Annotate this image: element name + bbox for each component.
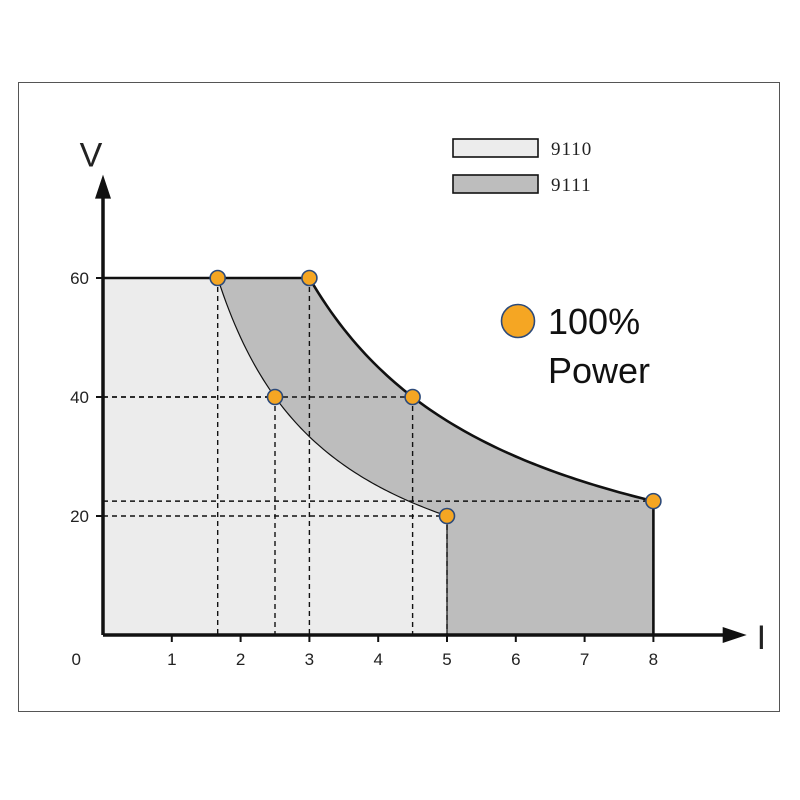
origin-label: 0	[72, 650, 81, 669]
area-series-9110	[103, 278, 447, 635]
x-tick-label-6: 6	[511, 650, 520, 669]
power-point-9110-0	[209, 269, 226, 287]
annotation-line1: 100%	[548, 301, 640, 342]
x-tick-label-4: 4	[373, 650, 382, 669]
boundary-series-9110	[103, 277, 448, 635]
y-tick-label-60: 60	[70, 269, 89, 288]
annotation-marker	[500, 303, 536, 339]
power-point-9110-1	[266, 388, 284, 406]
x-axis-arrow	[722, 627, 747, 643]
legend: 9110 9111	[452, 138, 592, 196]
legend-swatch-9111	[452, 174, 539, 194]
legend-label-9111: 9111	[551, 175, 592, 196]
y-axis-label: V	[80, 137, 103, 175]
y-axis-arrow	[95, 174, 111, 199]
legend-label-9110: 9110	[551, 139, 592, 160]
legend-swatch-9110	[452, 138, 539, 158]
power-point-9110-2	[438, 507, 456, 525]
power-point-9111-1	[404, 388, 421, 406]
annotation-line2: Power	[548, 350, 650, 391]
x-tick-label-1: 1	[167, 650, 176, 669]
power-annotation: 100% Power	[500, 301, 650, 391]
power-point-9111-0	[301, 269, 318, 287]
axes: IV	[80, 137, 766, 657]
y-tick-label-40: 40	[70, 388, 89, 407]
x-axis-label: I	[757, 619, 766, 657]
x-tick-label-2: 2	[236, 650, 245, 669]
tick-labels: 1 2 3 4 5 6 7 8 20 40 60 0	[70, 269, 658, 669]
x-tick-label-7: 7	[580, 650, 589, 669]
x-tick-label-3: 3	[305, 650, 314, 669]
power-points	[209, 269, 662, 525]
boundary-series-9111	[103, 276, 655, 635]
area-layer	[103, 276, 655, 635]
power-point-9111-2	[645, 492, 662, 510]
x-tick-label-8: 8	[649, 650, 658, 669]
x-tick-label-5: 5	[442, 650, 451, 669]
guide-lines	[103, 277, 655, 635]
y-tick-label-20: 20	[70, 507, 89, 526]
